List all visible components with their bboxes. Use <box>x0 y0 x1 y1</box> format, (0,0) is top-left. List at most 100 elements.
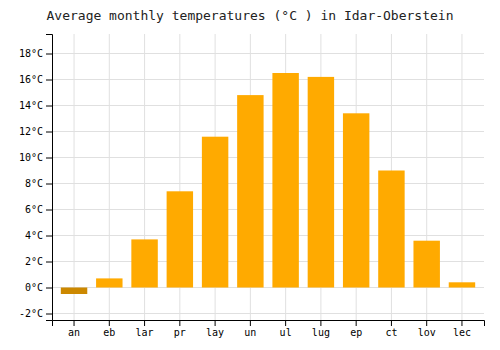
y-tick-label: 0°C <box>25 282 43 293</box>
y-tick-label: 16°C <box>19 74 43 85</box>
x-tick: ep <box>350 320 362 338</box>
x-tick: lay <box>206 320 224 338</box>
bar <box>413 241 439 288</box>
x-tick-label: ct <box>385 327 397 338</box>
grid-line <box>52 79 484 80</box>
x-tick: an <box>68 320 80 338</box>
x-tick: lov <box>418 320 436 338</box>
bar <box>96 278 122 287</box>
x-tick-label: lar <box>136 327 154 338</box>
x-tick-label: lay <box>206 327 224 338</box>
y-tick-label: 14°C <box>19 100 43 111</box>
y-tick-mark <box>46 288 52 289</box>
y-tick-mark <box>46 106 52 107</box>
x-tick-mark <box>426 320 427 326</box>
y-tick-label: 10°C <box>19 152 43 163</box>
grid-line <box>52 313 484 314</box>
y-axis: -2°C 0°C 2°C 4°C 6°C 8°C 10°C 12°C 14°C 16°C 18°C <box>19 35 53 321</box>
bar <box>202 137 228 288</box>
x-tick: un <box>244 320 256 338</box>
plot: -2°C 0°C 2°C 4°C 6°C 8°C 10°C 12°C 14°C 16°C 18°C a… <box>19 34 485 338</box>
x-tick: lar <box>136 320 154 338</box>
y-tick: 6°C <box>25 204 52 215</box>
x-tick-label: an <box>68 327 80 338</box>
y-tick-mark <box>46 314 52 315</box>
x-tick-mark <box>179 320 180 326</box>
y-tick-label: 12°C <box>19 126 43 137</box>
x-tick-mark <box>250 320 251 326</box>
y-tick-mark <box>46 262 52 263</box>
y-tick: 0°C <box>25 282 52 293</box>
x-tick: lug <box>312 320 330 338</box>
grid-line <box>52 131 484 132</box>
y-tick-label: -2°C <box>19 308 43 319</box>
y-tick-mark <box>46 158 52 159</box>
x-tick-mark <box>391 320 392 326</box>
x-axis-line <box>53 321 485 327</box>
x-tick-label: ep <box>350 327 362 338</box>
x-tick-mark <box>320 320 321 326</box>
x-tick-mark <box>74 320 75 326</box>
x-tick-mark <box>356 320 357 326</box>
y-tick-label: 8°C <box>25 178 43 189</box>
y-tick-mark <box>46 184 52 185</box>
bar <box>343 113 369 287</box>
grid-line <box>52 235 484 236</box>
x-tick: eb <box>103 320 115 338</box>
y-tick: 4°C <box>25 230 52 241</box>
grid-line <box>461 34 462 320</box>
y-tick-label: 6°C <box>25 204 43 215</box>
y-tick: 12°C <box>19 126 52 137</box>
y-tick: -2°C <box>19 308 52 319</box>
y-tick-label: 4°C <box>25 230 43 241</box>
x-tick-mark <box>215 320 216 326</box>
x-tick-mark <box>109 320 110 326</box>
grid-line <box>52 183 484 184</box>
bar <box>167 191 193 287</box>
x-tick: lec <box>453 320 471 338</box>
bar <box>61 288 87 295</box>
y-tick: 10°C <box>19 152 52 163</box>
bars <box>61 73 475 294</box>
grid <box>52 34 484 320</box>
grid-line <box>52 105 484 106</box>
chart: Average monthly temperatures (°C ) in Id… <box>0 0 500 350</box>
x-tick-label: lec <box>453 327 471 338</box>
y-tick-mark <box>46 54 52 55</box>
y-tick: 16°C <box>19 74 52 85</box>
x-tick-label: lov <box>418 327 436 338</box>
x-tick-mark <box>461 320 462 326</box>
y-tick-mark <box>46 132 52 133</box>
grid-line <box>52 53 484 54</box>
x-tick: pr <box>174 320 186 338</box>
x-tick-label: eb <box>103 327 115 338</box>
y-tick: 2°C <box>25 256 52 267</box>
x-tick-label: lug <box>312 327 330 338</box>
grid-line <box>74 34 75 320</box>
bar <box>272 73 298 288</box>
x-tick-label: un <box>244 327 256 338</box>
bar <box>237 95 263 287</box>
y-tick-mark <box>46 210 52 211</box>
bar <box>378 171 404 288</box>
grid-line <box>52 157 484 158</box>
grid-line <box>52 209 484 210</box>
bar <box>449 282 475 287</box>
bar <box>308 77 334 288</box>
grid-line <box>109 34 110 320</box>
x-axis: an eb lar pr lay un ul lug ep ct lov lec <box>53 320 485 338</box>
bar <box>131 239 157 287</box>
y-tick-mark <box>46 236 52 237</box>
x-tick: ul <box>280 320 292 338</box>
y-tick-label: 2°C <box>25 256 43 267</box>
y-tick: 8°C <box>25 178 52 189</box>
title: Average monthly temperatures (°C ) in Id… <box>47 8 454 23</box>
y-tick-label: 18°C <box>19 48 43 59</box>
x-tick-label: ul <box>280 327 292 338</box>
y-tick-mark <box>46 80 52 81</box>
y-axis-line <box>46 35 53 321</box>
x-tick-label: pr <box>174 327 186 338</box>
y-tick: 18°C <box>19 48 52 59</box>
x-tick-mark <box>285 320 286 326</box>
x-tick-mark <box>144 320 145 326</box>
